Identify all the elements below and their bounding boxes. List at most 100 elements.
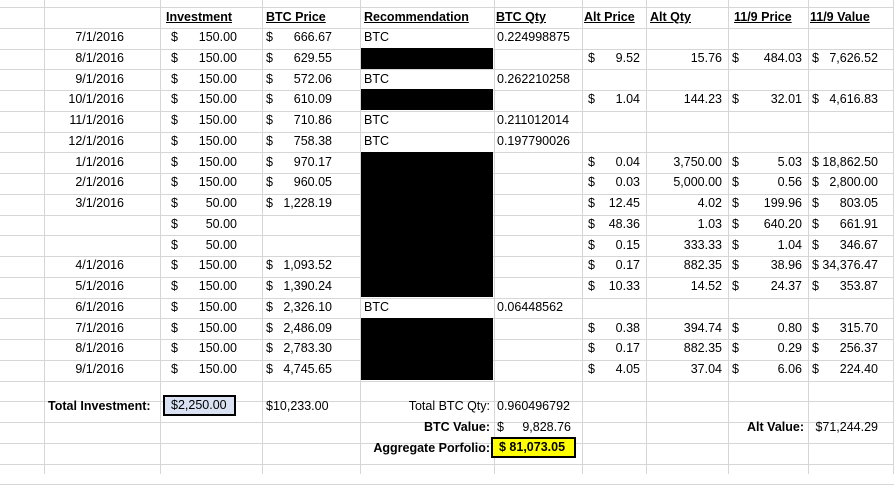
recommendation-cell[interactable]: BTC xyxy=(364,113,389,127)
alt-value-value[interactable]: $71,244.29 xyxy=(815,420,878,434)
price-11-9-cell[interactable]: $6.06 xyxy=(732,359,802,379)
value-11-9-cell[interactable]: $34,376.47 xyxy=(812,255,878,275)
recommendation-cell[interactable]: BTC xyxy=(364,72,389,86)
alt-qty-cell[interactable]: 5,000.00 xyxy=(673,175,722,189)
date-cell[interactable]: 5/1/2016 xyxy=(75,279,124,293)
date-cell[interactable]: 4/1/2016 xyxy=(75,258,124,272)
btc-value-label[interactable]: BTC Value: xyxy=(424,420,490,434)
aggregate-portfolio-cell[interactable]: $ 81,073.05 xyxy=(491,437,576,458)
price-11-9-cell[interactable]: $199.96 xyxy=(732,193,802,213)
alt-price-cell[interactable]: $10.33 xyxy=(588,276,640,296)
btc-qty-cell[interactable]: 0.197790026 xyxy=(497,134,570,148)
btc-price-cell[interactable]: $1,093.52 xyxy=(266,255,332,275)
price-11-9-cell[interactable]: $24.37 xyxy=(732,276,802,296)
btc-price-cell[interactable]: $2,783.30 xyxy=(266,338,332,358)
btc-price-cell[interactable]: $960.05 xyxy=(266,172,332,192)
btc-price-cell[interactable]: $572.06 xyxy=(266,69,332,89)
alt-qty-cell[interactable]: 1.03 xyxy=(697,217,722,231)
btc-price-cell[interactable]: $710.86 xyxy=(266,110,332,130)
header-alt-price[interactable]: Alt Price xyxy=(584,10,635,24)
date-cell[interactable]: 9/1/2016 xyxy=(75,362,124,376)
alt-qty-cell[interactable]: 15.76 xyxy=(690,51,722,65)
alt-price-cell[interactable]: $0.04 xyxy=(588,152,640,172)
alt-qty-cell[interactable]: 3,750.00 xyxy=(673,155,722,169)
value-11-9-cell[interactable]: $803.05 xyxy=(812,193,878,213)
btc-price-cell[interactable]: $1,228.19 xyxy=(266,193,332,213)
date-cell[interactable]: 12/1/2016 xyxy=(68,134,124,148)
alt-qty-cell[interactable]: 394.74 xyxy=(683,321,722,335)
btc-value-cell[interactable]: $ 9,828.76 xyxy=(497,417,571,437)
price-11-9-cell[interactable]: $1.04 xyxy=(732,235,802,255)
btc-price-total[interactable]: $10,233.00 xyxy=(266,399,329,413)
alt-price-cell[interactable]: $48.36 xyxy=(588,214,640,234)
alt-qty-cell[interactable]: 882.35 xyxy=(683,258,722,272)
date-cell[interactable]: 1/1/2016 xyxy=(75,155,124,169)
value-11-9-cell[interactable]: $346.67 xyxy=(812,235,878,255)
alt-price-cell[interactable]: $12.45 xyxy=(588,193,640,213)
btc-price-cell[interactable]: $970.17 xyxy=(266,152,332,172)
alt-price-cell[interactable]: $9.52 xyxy=(588,48,640,68)
date-cell[interactable]: 7/1/2016 xyxy=(75,30,124,44)
recommendation-cell[interactable]: BTC xyxy=(364,134,389,148)
btc-price-cell[interactable]: $2,486.09 xyxy=(266,318,332,338)
alt-price-cell[interactable]: $0.17 xyxy=(588,255,640,275)
total-btc-qty-value[interactable]: 0.960496792 xyxy=(497,399,570,413)
btc-price-cell[interactable]: $666.67 xyxy=(266,27,332,47)
value-11-9-cell[interactable]: $224.40 xyxy=(812,359,878,379)
investment-cell[interactable]: $50.00 xyxy=(171,193,237,213)
value-11-9-cell[interactable]: $4,616.83 xyxy=(812,89,878,109)
value-11-9-cell[interactable]: $661.91 xyxy=(812,214,878,234)
header-btc-price[interactable]: BTC Price xyxy=(266,10,326,24)
date-cell[interactable]: 6/1/2016 xyxy=(75,300,124,314)
price-11-9-cell[interactable]: $640.20 xyxy=(732,214,802,234)
alt-qty-cell[interactable]: 4.02 xyxy=(697,196,722,210)
alt-price-cell[interactable]: $0.38 xyxy=(588,318,640,338)
value-11-9-cell[interactable]: $7,626.52 xyxy=(812,48,878,68)
date-cell[interactable]: 8/1/2016 xyxy=(75,51,124,65)
investment-cell[interactable]: $50.00 xyxy=(171,214,237,234)
alt-value-label[interactable]: Alt Value: xyxy=(747,420,804,434)
value-11-9-cell[interactable]: $315.70 xyxy=(812,318,878,338)
header-11-9-price[interactable]: 11/9 Price xyxy=(734,10,792,24)
price-11-9-cell[interactable]: $5.03 xyxy=(732,152,802,172)
btc-qty-cell[interactable]: 0.224998875 xyxy=(497,30,570,44)
alt-qty-cell[interactable]: 144.23 xyxy=(683,92,722,106)
price-11-9-cell[interactable]: $0.29 xyxy=(732,338,802,358)
investment-cell[interactable]: $150.00 xyxy=(171,89,237,109)
investment-cell[interactable]: $150.00 xyxy=(171,255,237,275)
total-btc-qty-label[interactable]: Total BTC Qty: xyxy=(408,399,490,413)
btc-price-cell[interactable]: $629.55 xyxy=(266,48,332,68)
date-cell[interactable]: 9/1/2016 xyxy=(75,72,124,86)
btc-price-cell[interactable]: $1,390.24 xyxy=(266,276,332,296)
header-11-9-value[interactable]: 11/9 Value xyxy=(810,10,870,24)
investment-cell[interactable]: $150.00 xyxy=(171,48,237,68)
value-11-9-cell[interactable]: $256.37 xyxy=(812,338,878,358)
investment-cell[interactable]: $150.00 xyxy=(171,297,237,317)
btc-qty-cell[interactable]: 0.262210258 xyxy=(497,72,570,86)
alt-price-cell[interactable]: $0.17 xyxy=(588,338,640,358)
alt-price-cell[interactable]: $0.03 xyxy=(588,172,640,192)
alt-qty-cell[interactable]: 882.35 xyxy=(683,341,722,355)
header-alt-qty[interactable]: Alt Qty xyxy=(650,10,691,24)
investment-cell[interactable]: $150.00 xyxy=(171,338,237,358)
investment-cell[interactable]: $150.00 xyxy=(171,110,237,130)
alt-price-cell[interactable]: $1.04 xyxy=(588,89,640,109)
investment-cell[interactable]: $150.00 xyxy=(171,276,237,296)
value-11-9-cell[interactable]: $353.87 xyxy=(812,276,878,296)
date-cell[interactable]: 7/1/2016 xyxy=(75,321,124,335)
alt-qty-cell[interactable]: 37.04 xyxy=(690,362,722,376)
alt-qty-cell[interactable]: 333.33 xyxy=(683,238,722,252)
alt-price-cell[interactable]: $4.05 xyxy=(588,359,640,379)
value-11-9-cell[interactable]: $2,800.00 xyxy=(812,172,878,192)
investment-cell[interactable]: $150.00 xyxy=(171,152,237,172)
recommendation-cell[interactable]: BTC xyxy=(364,30,389,44)
investment-cell[interactable]: $150.00 xyxy=(171,27,237,47)
header-recommendation[interactable]: Recommendation xyxy=(364,10,469,24)
alt-qty-cell[interactable]: 14.52 xyxy=(690,279,722,293)
price-11-9-cell[interactable]: $484.03 xyxy=(732,48,802,68)
investment-cell[interactable]: $150.00 xyxy=(171,69,237,89)
date-cell[interactable]: 8/1/2016 xyxy=(75,341,124,355)
price-11-9-cell[interactable]: $0.56 xyxy=(732,172,802,192)
btc-price-cell[interactable]: $758.38 xyxy=(266,131,332,151)
